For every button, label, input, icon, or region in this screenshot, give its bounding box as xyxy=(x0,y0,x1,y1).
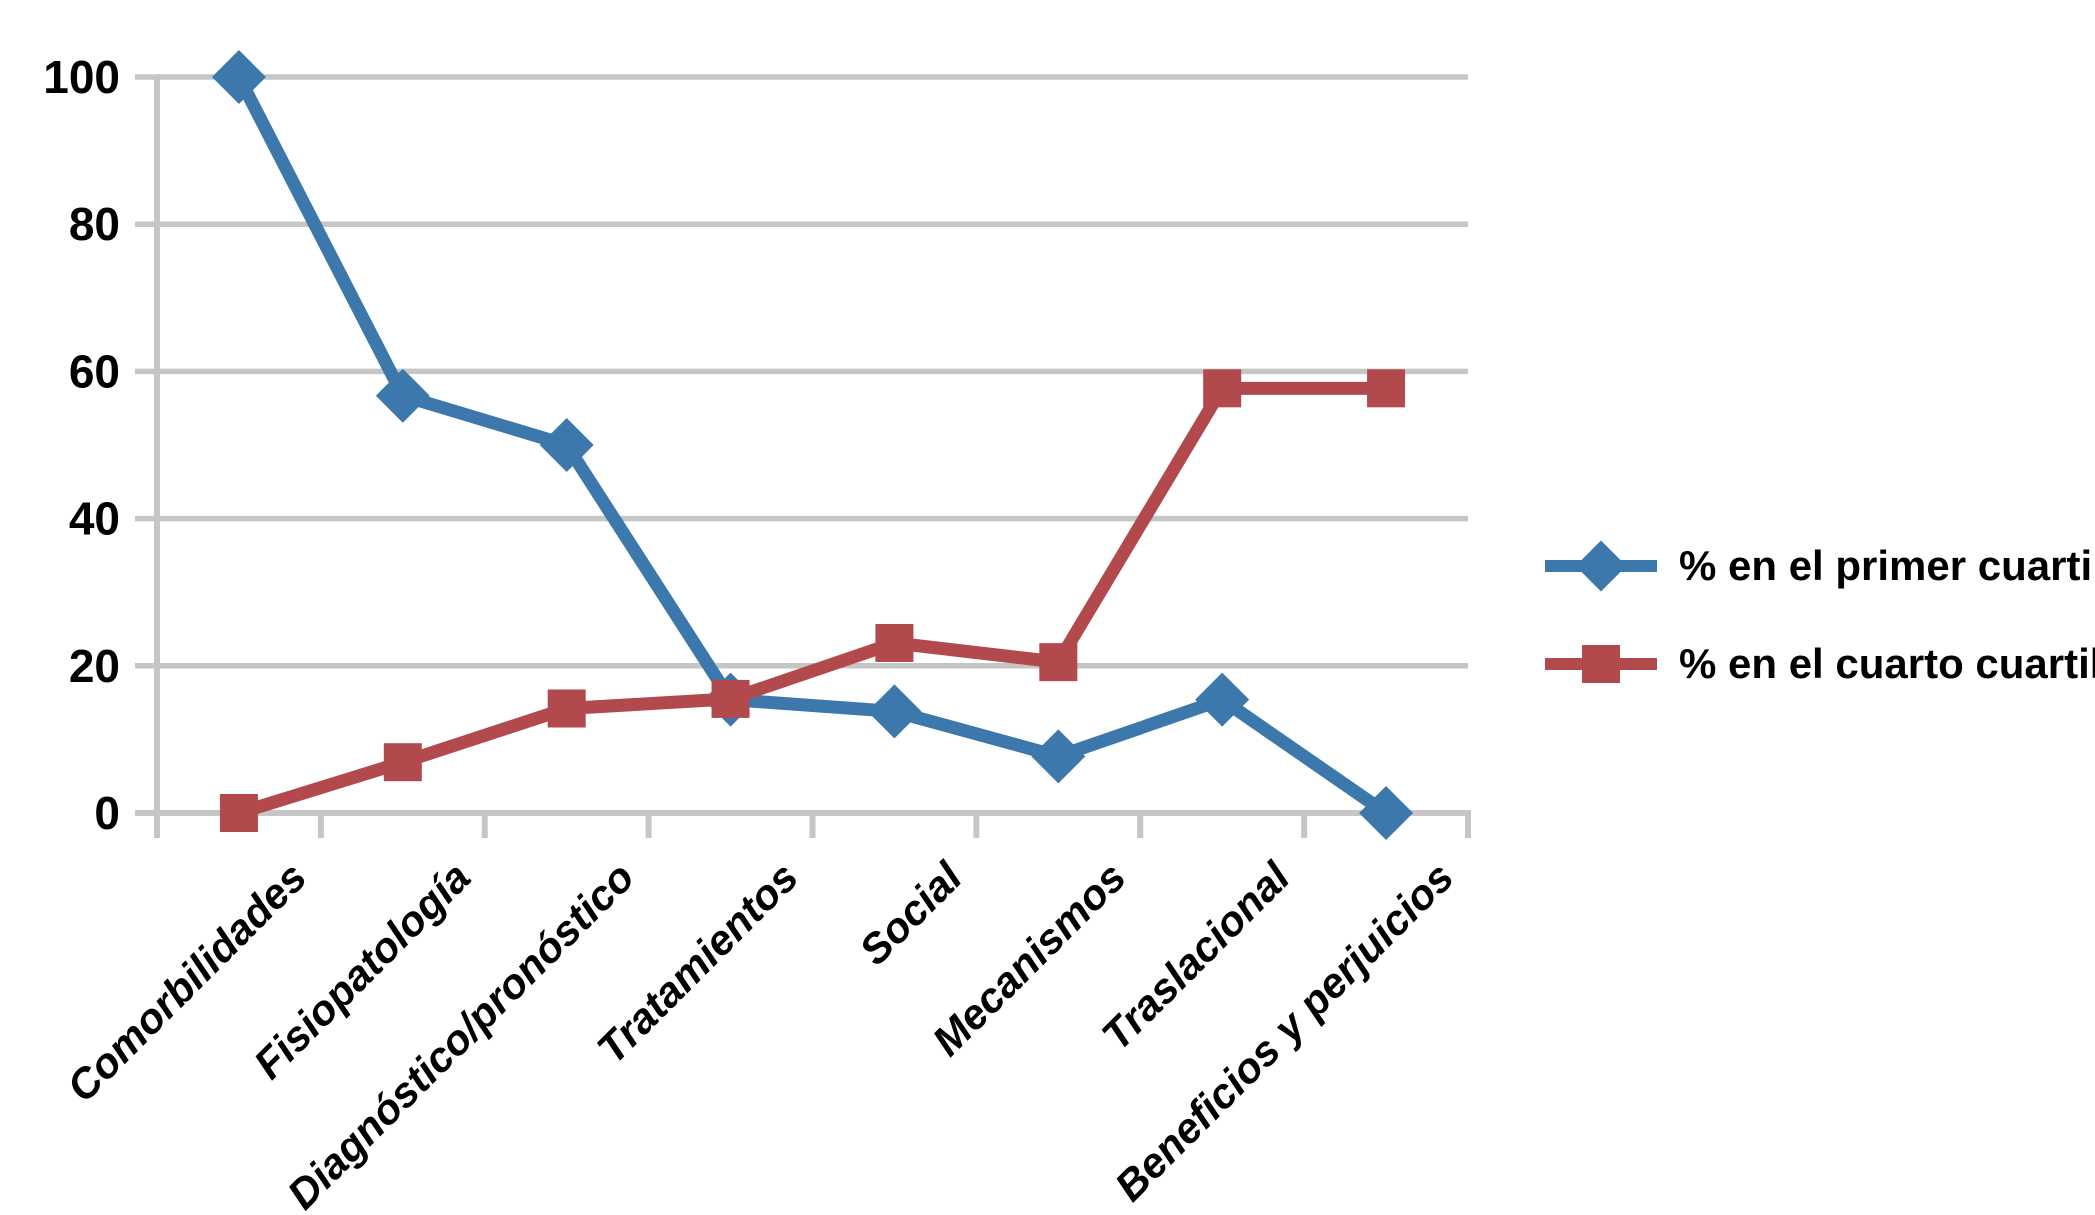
data-point-diamond xyxy=(1031,729,1086,784)
data-point-square xyxy=(711,679,750,718)
x-axis-label: Beneficios y perjuicios xyxy=(1106,853,1463,1210)
data-point-diamond xyxy=(539,418,594,472)
y-axis-label: 60 xyxy=(69,345,120,397)
data-point-square xyxy=(547,689,586,728)
data-point-square xyxy=(1367,369,1406,408)
legend-diamond-icon xyxy=(1545,540,1657,592)
data-point-square xyxy=(875,623,914,662)
x-axis-label: Diagnóstico/pronóstico xyxy=(278,853,643,1215)
y-axis-label: 100 xyxy=(43,51,120,103)
y-axis-label: 0 xyxy=(94,787,120,839)
legend-label-cuarto-cuartil: % en el cuarto cuartil xyxy=(1679,640,2095,687)
data-point-square xyxy=(1039,643,1078,682)
data-point-diamond xyxy=(1195,672,1250,727)
data-point-diamond xyxy=(1359,786,1414,840)
x-axis-label: Social xyxy=(850,852,972,974)
chart-legend: % en el primer cuartil % en el cuarto cu… xyxy=(1545,540,2095,690)
data-point-square xyxy=(383,743,422,782)
legend-item-primer-cuartil: % en el primer cuartil xyxy=(1545,540,2095,592)
y-axis-label: 80 xyxy=(69,198,120,250)
legend-square-icon xyxy=(1545,638,1657,690)
series-line-primer-cuartil xyxy=(233,74,1390,819)
y-axis-label: 20 xyxy=(69,640,120,692)
series-line-cuarto-cuartil xyxy=(237,381,1387,820)
data-point-square xyxy=(219,794,258,832)
legend-item-cuarto-cuartil: % en el cuarto cuartil xyxy=(1545,638,2095,690)
data-point-diamond xyxy=(375,368,430,423)
y-axis-label: 40 xyxy=(69,493,120,545)
data-point-square xyxy=(1203,369,1242,408)
data-point-diamond xyxy=(211,50,266,104)
legend-label-primer-cuartil: % en el primer cuartil xyxy=(1679,542,2095,589)
data-point-diamond xyxy=(867,684,922,739)
